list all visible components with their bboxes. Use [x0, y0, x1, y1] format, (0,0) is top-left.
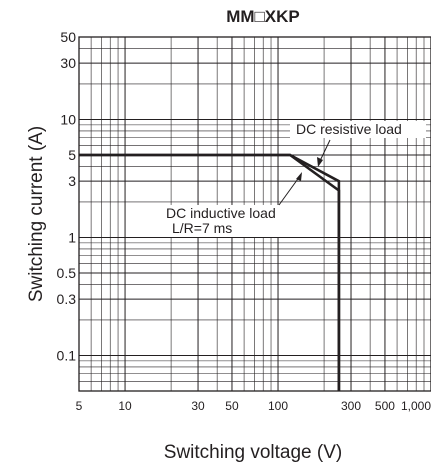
- annotation-dc-inductive-load: DC inductive load: [166, 205, 276, 221]
- x-tick-label: 50: [225, 399, 239, 413]
- x-tick-labels: 5 10 30 50 100 300 500 1,000: [76, 399, 431, 413]
- y-tick-label: 10: [60, 111, 76, 127]
- y-tick-label: 3: [68, 173, 76, 189]
- annotation-dc-resistive-load: DC resistive load: [296, 121, 402, 137]
- y-tick-label: 0.1: [57, 347, 77, 363]
- y-tick-label: 0.5: [57, 265, 77, 281]
- arrowhead-inductive: [296, 172, 302, 181]
- x-tick-label: 30: [191, 399, 205, 413]
- plot-frame: [78, 36, 431, 392]
- y-tick-label: 50: [60, 29, 76, 45]
- y-axis-label: Switching current (A): [26, 126, 47, 302]
- arrowhead-resistive: [317, 157, 323, 167]
- y-tick-label: 5: [68, 147, 76, 163]
- y-tick-labels: 50 30 10 5 3 1 0.5 0.3 0.1: [57, 29, 77, 363]
- arrow-inductive: [278, 175, 301, 206]
- annotations: DC resistive load DC inductive loadL/R=7 …: [163, 121, 426, 237]
- x-tick-label: 100: [268, 399, 288, 413]
- annotation-backdrop: [290, 121, 426, 138]
- x-tick-label: 300: [341, 399, 361, 413]
- chart-title: MM□XKP: [226, 7, 300, 26]
- x-tick-label: 5: [76, 399, 83, 413]
- annotation-lr-7ms: L/R=7 ms: [172, 220, 232, 236]
- y-tick-label: 0.3: [57, 291, 77, 307]
- series-line-2: [79, 153, 341, 391]
- x-tick-label: 1,000: [401, 399, 431, 413]
- minor-gridlines: [79, 37, 431, 391]
- y-tick-label: 30: [60, 55, 76, 71]
- x-axis-label: Switching voltage (V): [164, 442, 342, 463]
- y-tick-label: 1: [68, 229, 76, 245]
- annotation-backdrop: [163, 205, 311, 237]
- series-lines: [79, 153, 341, 391]
- x-tick-label: 10: [118, 399, 132, 413]
- x-tick-label: 500: [375, 399, 395, 413]
